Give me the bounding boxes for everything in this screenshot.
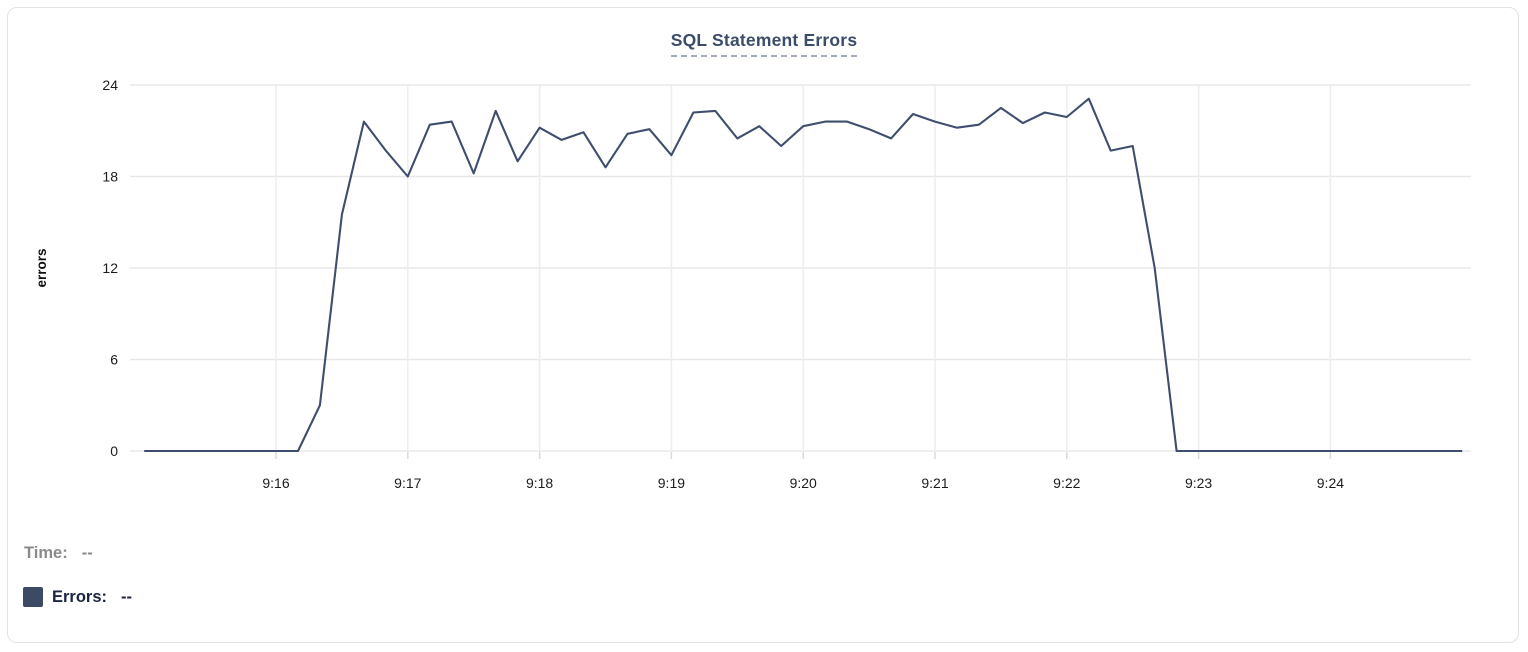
x-tick-label: 9:23	[1185, 475, 1212, 491]
x-tick-label: 9:20	[790, 475, 817, 491]
errors-series-line[interactable]	[144, 97, 1463, 453]
chart-title-link[interactable]: SQL Statement Errors	[670, 30, 858, 57]
errors-line-chart[interactable]: 0 6 12 18 24 9:16 9:17 9:18 9:19 9:20 9:21 9:22 9:23…	[0, 0, 1528, 512]
legend-time-label: Time:	[24, 544, 68, 562]
y-tick-label: 0	[110, 443, 118, 459]
x-tick-label: 9:17	[394, 475, 421, 491]
errors-series-swatch-icon	[23, 587, 43, 607]
x-tick-label: 9:18	[526, 475, 553, 491]
chart-panel-card	[7, 7, 1519, 643]
y-tick-label: 6	[110, 352, 118, 368]
chart-header: SQL Statement Errors	[0, 30, 1528, 57]
x-tick-label: 9:16	[262, 475, 289, 491]
legend-time-row: Time: --	[24, 544, 93, 563]
legend-errors-label: Errors:	[52, 587, 108, 606]
legend-errors-value: --	[121, 587, 133, 606]
y-tick-label: 24	[102, 77, 118, 93]
y-tick-label: 18	[102, 169, 118, 185]
x-tick-label: 9:21	[921, 475, 948, 491]
x-tick-label: 9:22	[1053, 475, 1080, 491]
legend-errors-row[interactable]: Errors: --	[23, 587, 132, 607]
legend-time-value: --	[81, 544, 93, 562]
x-tick-label: 9:19	[658, 475, 685, 491]
x-tick-label: 9:24	[1317, 475, 1344, 491]
y-axis-title: errors	[34, 248, 49, 287]
y-tick-label: 12	[102, 260, 118, 276]
